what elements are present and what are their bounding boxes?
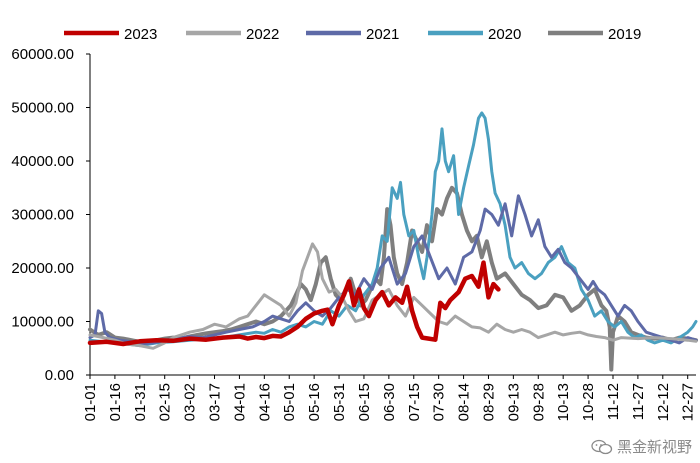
x-tick-label: 06-15 [356,383,373,421]
legend-label: 2022 [246,26,279,43]
watermark: 黑金新视野 [591,436,692,457]
series-line-2021 [88,194,698,346]
legend-item-2020: 2020 [428,26,521,43]
y-tick-label: 20000.00 [11,260,74,277]
y-tick-label: 10000.00 [11,314,74,331]
series-line-2023 [87,260,501,347]
x-tick-label: 07-30 [431,383,448,421]
y-tick-label: 0.00 [45,367,74,384]
x-tick-label: 10-13 [555,383,572,421]
x-tick-label: 05-16 [306,383,323,421]
watermark-text: 黑金新视野 [616,438,692,456]
x-tick-label: 08-14 [456,383,473,421]
series-line-2020 [88,111,698,348]
legend-label: 2021 [366,26,399,43]
y-axis: 0.00 10000.00 20000.00 30000.00 40000.00 5000… [11,46,91,384]
legend-item-2019: 2019 [548,26,641,43]
y-tick-label: 30000.00 [11,207,74,224]
x-tick-label: 02-15 [157,383,174,421]
x-tick-label: 09-28 [530,383,547,421]
legend-label: 2023 [124,26,157,43]
legend-item-2022: 2022 [186,26,279,43]
x-tick-label: 03-17 [207,383,224,421]
x-tick-label: 01-16 [107,383,124,421]
x-tick-label: 09-13 [505,383,522,421]
x-tick-label: 01-31 [132,383,149,421]
x-tick-label: 04-16 [256,383,273,421]
x-tick-label: 12-27 [680,383,697,421]
legend-label: 2020 [488,26,521,43]
wechat-icon [591,439,613,454]
legend-label: 2019 [608,26,641,43]
y-tick-label: 60000.00 [11,46,74,63]
x-tick-label: 03-02 [182,383,199,421]
x-tick-label: 04-01 [231,383,248,421]
x-axis: 01-01 01-16 01-31 02-15 03-02 03-17 04-01 04-16… [82,374,697,421]
series-line-2019 [88,185,698,372]
x-tick-label: 11-27 [630,383,647,420]
series-layer [87,111,698,372]
x-tick-label: 01-01 [82,383,99,421]
y-tick-label: 40000.00 [11,153,74,170]
x-tick-label: 11-12 [605,383,622,420]
legend-item-2021: 2021 [306,26,399,43]
y-tick-label: 50000.00 [11,100,74,117]
x-tick-label: 08-29 [480,383,497,421]
x-tick-label: 07-15 [406,383,423,421]
x-tick-label: 05-31 [331,383,348,421]
x-tick-label: 10-28 [580,383,597,421]
x-tick-label: 05-01 [281,383,298,421]
x-tick-label: 12-12 [655,383,672,421]
legend-item-2023: 2023 [64,26,157,43]
legend: 2023 2022 2021 2020 2019 [64,26,641,43]
x-tick-label: 06-30 [381,383,398,421]
